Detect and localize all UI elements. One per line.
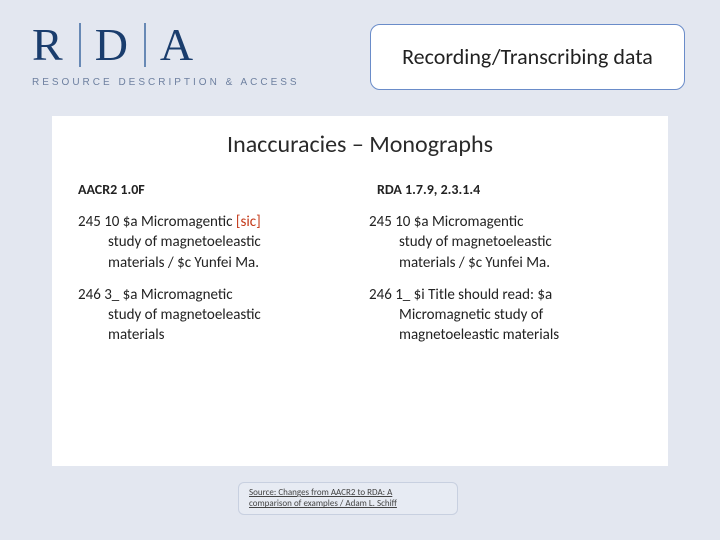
slide-title-box: Recording/Transcribing data (370, 24, 685, 90)
text: study of magnetoeleastic (78, 305, 351, 325)
rda-logo: R D A RESOURCE DESCRIPTION & ACCESS (32, 18, 342, 88)
text: 245 10 $a Micromagentic (369, 213, 524, 231)
rda-entry-246: 246 1_ $i Title should read: $a Micromag… (369, 285, 642, 346)
text: materials / $c Yunfei Ma. (369, 253, 642, 273)
text: Micromagnetic study of (369, 305, 642, 325)
logo-letters: R D A (32, 18, 342, 71)
logo-divider (144, 23, 146, 67)
aacr2-entry-245: 245 10 $a Micromagentic [sic] study of m… (78, 212, 351, 273)
aacr2-head: AACR2 1.0F (78, 181, 351, 198)
logo-divider (79, 23, 81, 67)
content-panel: Inaccuracies – Monographs AACR2 1.0F 245… (52, 116, 668, 466)
text: study of magnetoeleastic (78, 232, 351, 252)
content-heading: Inaccuracies – Monographs (78, 130, 642, 159)
text: magnetoeleastic materials (369, 325, 642, 345)
logo-letter-a: A (160, 18, 195, 71)
text: materials (78, 325, 351, 345)
slide-title: Recording/Transcribing data (402, 44, 653, 69)
source-line2: comparison of examples / Adam L. Schiff (249, 498, 397, 509)
comparison-columns: AACR2 1.0F 245 10 $a Micromagentic [sic]… (78, 181, 642, 358)
logo-letter-r: R (32, 18, 65, 71)
text: 246 1_ $i Title should read: $a (369, 286, 552, 304)
aacr2-entry-246: 246 3_ $a Micromagnetic study of magneto… (78, 285, 351, 346)
logo-subtitle: RESOURCE DESCRIPTION & ACCESS (32, 77, 342, 88)
text: materials / $c Yunfei Ma. (78, 253, 351, 273)
logo-letter-d: D (95, 18, 130, 71)
source-citation: Source: Changes from AACR2 to RDA: A com… (238, 482, 458, 515)
rda-entry-245: 245 10 $a Micromagentic study of magneto… (369, 212, 642, 273)
aacr2-column: AACR2 1.0F 245 10 $a Micromagentic [sic]… (78, 181, 351, 358)
sic-marker: [sic] (236, 213, 261, 231)
text: 246 3_ $a Micromagnetic (78, 286, 233, 304)
rda-head: RDA 1.7.9, 2.3.1.4 (369, 181, 642, 198)
text: 245 10 $a Micromagentic (78, 213, 236, 231)
rda-column: RDA 1.7.9, 2.3.1.4 245 10 $a Micromagent… (369, 181, 642, 358)
source-line1: Source: Changes from AACR2 to RDA: A (249, 487, 392, 498)
text: study of magnetoeleastic (369, 232, 642, 252)
